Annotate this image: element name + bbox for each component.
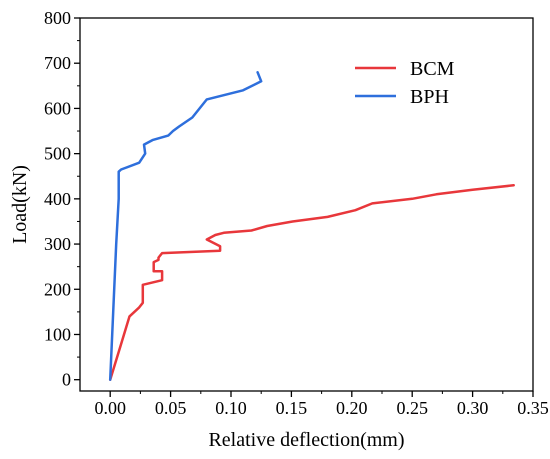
legend-label-bph: BPH — [410, 86, 449, 108]
y-tick-label: 500 — [44, 144, 71, 164]
y-tick-label: 200 — [44, 279, 71, 299]
x-axis-ticks: 0.00 0.05 0.10 0.15 0.20 0.25 0.30 0.35 — [94, 391, 549, 418]
plot-frame — [79, 17, 534, 392]
y-tick-label: 400 — [44, 189, 71, 209]
x-tick-label: 0.10 — [215, 398, 247, 418]
y-tick-label: 800 — [44, 8, 71, 28]
x-tick-label: 0.20 — [336, 398, 368, 418]
y-tick-label: 700 — [44, 53, 71, 73]
y-tick-label: 0 — [62, 370, 71, 390]
legend-label-bcm: BCM — [410, 58, 455, 80]
y-tick-label: 300 — [44, 234, 71, 254]
x-tick-label: 0.05 — [155, 398, 187, 418]
y-tick-label: 100 — [44, 324, 71, 344]
x-axis-title: Relative deflection(mm) — [208, 429, 404, 451]
x-tick-label: 0.15 — [276, 398, 308, 418]
series-layer — [108, 71, 515, 381]
y-axis-title: Load(kN) — [9, 165, 31, 244]
y-tick-label: 600 — [44, 98, 71, 118]
series-line-bcm — [108, 184, 515, 381]
x-tick-label: 0.00 — [94, 398, 126, 418]
legend: BCM BPH — [355, 58, 455, 108]
x-tick-label: 0.25 — [396, 398, 428, 418]
plot-border — [79, 17, 534, 392]
x-tick-label: 0.35 — [517, 398, 549, 418]
x-tick-label: 0.30 — [457, 398, 489, 418]
y-axis-ticks: 0 100 200 300 400 500 600 700 800 — [44, 8, 80, 390]
series-line-bph — [108, 71, 263, 381]
